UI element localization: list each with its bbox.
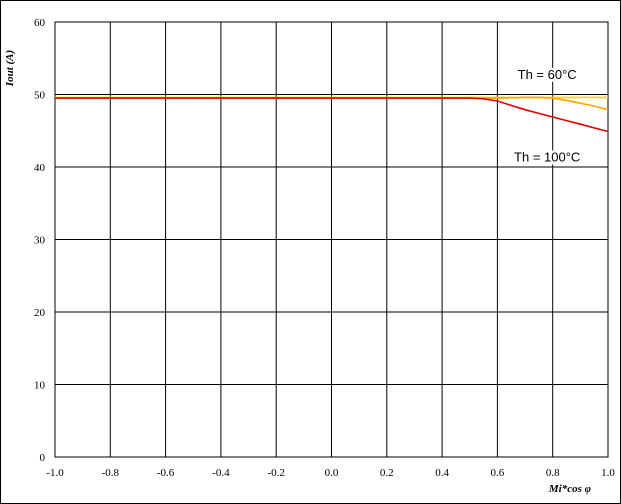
annotation-label-2: Th = 100°C — [514, 149, 580, 164]
annotation-label-1: Th = 60°C — [518, 67, 577, 82]
tick-layer: -1.0 -0.8 -0.6 -0.4 -0.2 0.0 0.2 0.4 0.6 0.8 1.0 0 1… — [34, 17, 615, 479]
x-tick-label: 0.0 — [325, 467, 339, 479]
x-tick-label: -0.2 — [267, 467, 284, 479]
series-line-3 — [55, 97, 609, 133]
x-tick-label: -1.0 — [46, 467, 64, 479]
y-axis-label: Iout (A) — [4, 50, 16, 87]
y-tick-label: 60 — [34, 17, 46, 29]
x-tick-label: 0.8 — [546, 467, 560, 479]
series-layer — [55, 96, 609, 133]
annotation-layer: Th = 60°C Th = 100°C — [512, 67, 583, 165]
x-tick-label: -0.6 — [157, 467, 175, 479]
x-axis-label: Mi*cos φ — [548, 483, 592, 495]
grid-layer — [54, 21, 609, 458]
y-tick-label: 0 — [40, 452, 46, 464]
annotation-background — [515, 67, 579, 82]
y-tick-label: 20 — [34, 307, 46, 319]
y-tick-label: 10 — [34, 380, 46, 392]
y-tick-label: 50 — [34, 90, 46, 102]
y-tick-label: 30 — [34, 235, 46, 247]
x-tick-label: 0.6 — [491, 467, 505, 479]
x-tick-label: 0.4 — [435, 467, 449, 479]
y-tick-label: 40 — [34, 162, 46, 174]
x-tick-label: -0.8 — [102, 467, 120, 479]
x-tick-label: -0.4 — [212, 467, 230, 479]
annotation-background — [512, 150, 583, 165]
x-tick-label: 0.2 — [380, 467, 394, 479]
series-line-2 — [55, 96, 609, 111]
x-tick-label: 1.0 — [601, 467, 615, 479]
